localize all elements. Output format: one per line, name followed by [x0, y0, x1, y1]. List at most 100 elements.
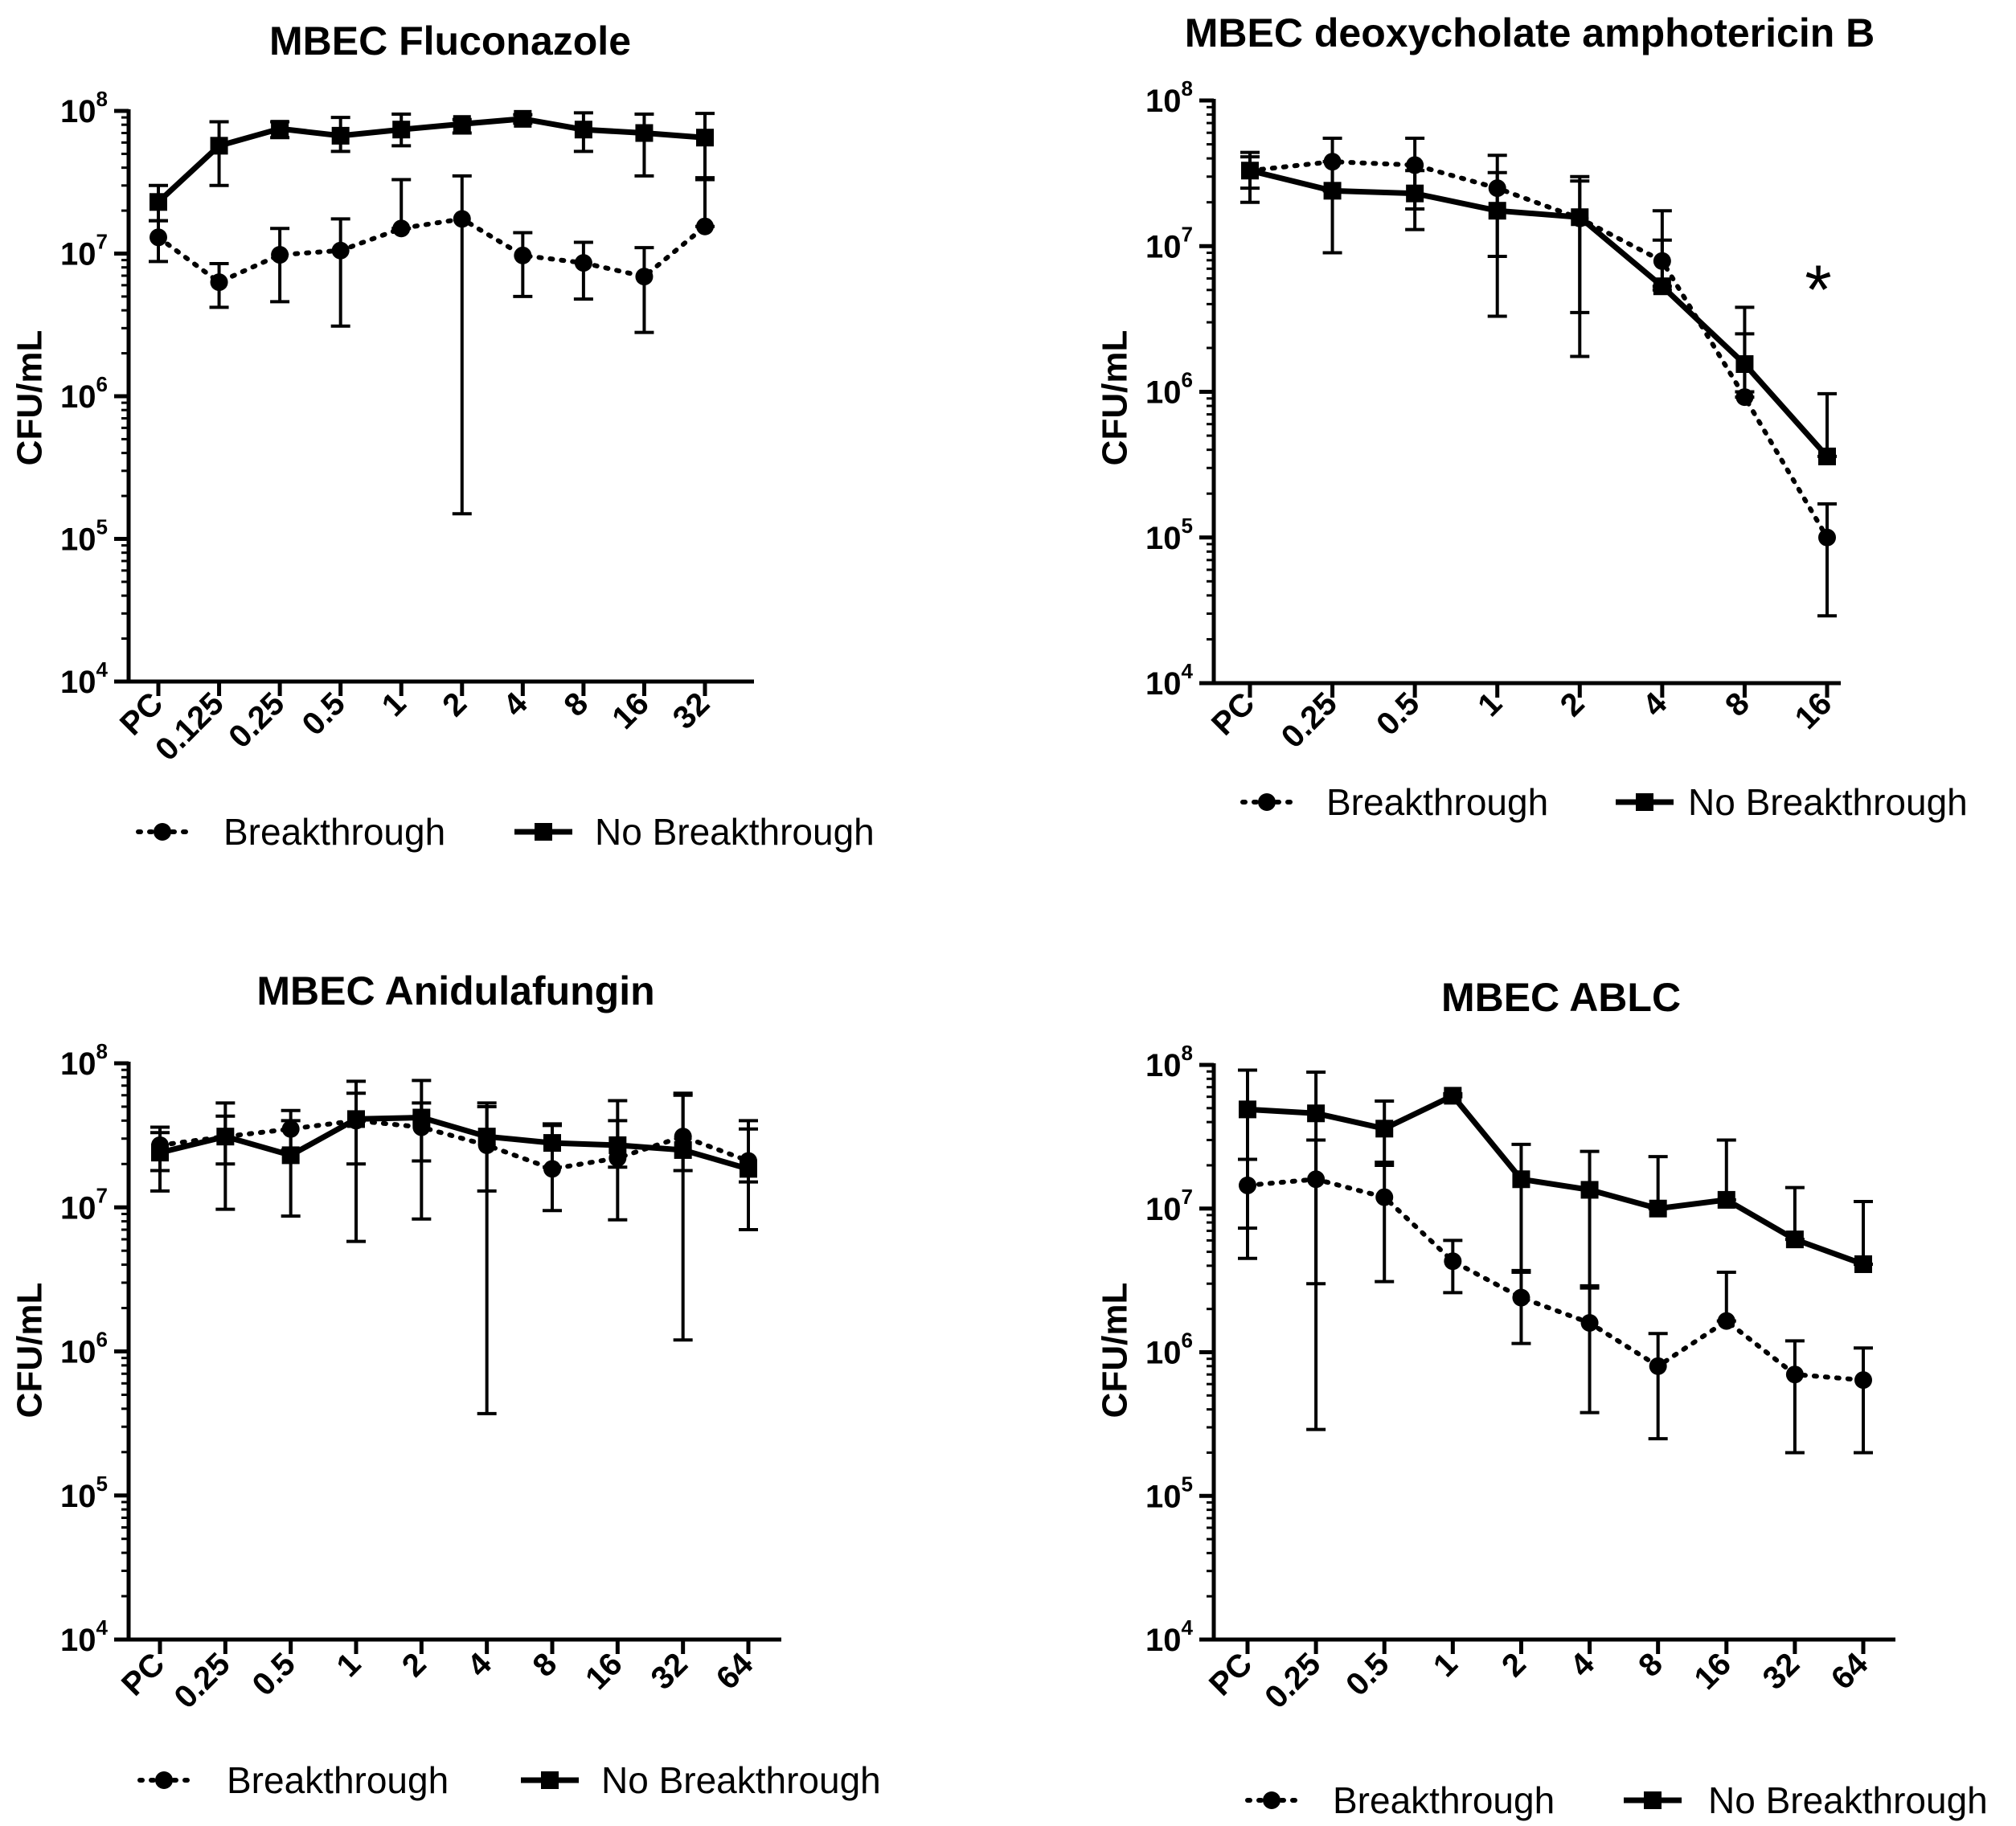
series-breakthrough: [150, 1091, 758, 1342]
y-axis-label: CFU/mL: [10, 330, 50, 466]
y-tick-exponent: 5: [96, 515, 108, 539]
y-axis-label: CFU/mL: [10, 1283, 50, 1419]
y-tick-label: 104: [60, 657, 109, 700]
y-tick-label: 105: [60, 515, 108, 558]
x-tick-label: 32: [1756, 1646, 1807, 1697]
y-tick-base: 10: [1145, 666, 1182, 702]
legend-marker-no-breakthrough: [541, 1771, 559, 1789]
legend-marker-breakthrough: [1263, 1791, 1280, 1809]
x-tick-label: 16: [579, 1646, 629, 1697]
data-point: [514, 246, 532, 264]
y-tick-exponent: 7: [96, 1183, 108, 1207]
y-tick-base: 10: [1145, 1048, 1182, 1083]
legend-marker-breakthrough: [1258, 793, 1276, 811]
legend-label-breakthrough: Breakthrough: [223, 811, 445, 853]
x-tick-label: 4: [1563, 1646, 1601, 1684]
data-point: [1818, 528, 1836, 547]
y-tick-exponent: 8: [1182, 76, 1193, 100]
x-tick-label: 0.5: [1339, 1646, 1395, 1702]
x-tick-label: 2: [1495, 1646, 1533, 1684]
data-point: [331, 241, 350, 260]
x-tick-label: 1: [1427, 1646, 1465, 1684]
x-tick-label: 4: [461, 1646, 498, 1684]
x-tick-label: 8: [1719, 686, 1756, 723]
data-point: [1854, 1371, 1872, 1390]
y-tick-base: 10: [1145, 229, 1182, 264]
y-tick-base: 10: [1145, 1623, 1182, 1658]
data-point: [453, 210, 471, 228]
y-tick-exponent: 5: [1182, 514, 1193, 538]
y-tick-label: 108: [60, 1039, 108, 1082]
data-point: [635, 268, 654, 286]
data-point: [210, 273, 228, 292]
series-line: [1248, 159, 1830, 540]
data-point: [1239, 1100, 1256, 1119]
legend: Breakthrough No Breakthrough: [137, 1759, 881, 1801]
data-point: [1785, 1230, 1804, 1249]
data-point: [574, 254, 592, 272]
data-point: [1375, 1188, 1394, 1206]
y-tick-base: 10: [60, 1623, 96, 1658]
legend-marker-no-breakthrough: [1636, 793, 1653, 811]
x-tick-label: 0.25: [1258, 1646, 1327, 1715]
legend-marker-no-breakthrough: [1644, 1791, 1662, 1809]
series-no-breakthrough: [150, 1079, 758, 1415]
legend: Breakthrough No Breakthrough: [1240, 781, 1968, 823]
y-tick-base: 10: [60, 94, 96, 129]
y-tick-exponent: 5: [1182, 1472, 1193, 1496]
x-tick-label: 32: [644, 1646, 695, 1697]
x-tick-label: PC: [1203, 1646, 1259, 1702]
series-line: [156, 216, 707, 285]
data-point: [514, 109, 532, 128]
y-tick-base: 10: [1145, 1192, 1182, 1227]
y-tick-base: 10: [1145, 84, 1182, 119]
chart-panel: MBEC AnidulafunginCFU/mL104105106107108P…: [10, 968, 881, 1801]
y-tick-base: 10: [60, 379, 96, 415]
y-tick-label: 106: [60, 1328, 108, 1370]
y-tick-exponent: 7: [96, 230, 108, 254]
y-tick-base: 10: [1145, 521, 1182, 556]
x-tick-label: 1: [1471, 686, 1509, 723]
chart-title: MBEC Fluconazole: [269, 18, 631, 63]
x-tick-label: 8: [1632, 1646, 1670, 1684]
y-tick-exponent: 6: [1182, 1329, 1193, 1353]
y-tick-exponent: 7: [1182, 222, 1193, 246]
legend-marker-no-breakthrough: [535, 823, 552, 841]
data-point: [392, 121, 411, 139]
y-tick-label: 104: [60, 1615, 109, 1658]
legend-label-no-breakthrough: No Breakthrough: [595, 811, 875, 853]
x-tick-label: 4: [1636, 686, 1674, 723]
y-tick-exponent: 6: [96, 1328, 108, 1352]
legend: Breakthrough No Breakthrough: [136, 811, 875, 853]
data-point: [1444, 1252, 1462, 1271]
y-tick-label: 106: [1145, 368, 1193, 411]
y-tick-exponent: 4: [96, 1615, 109, 1640]
y-tick-exponent: 8: [96, 1039, 108, 1063]
y-tick-base: 10: [1145, 375, 1182, 411]
data-point: [150, 193, 167, 211]
x-tick-label: 64: [710, 1646, 760, 1697]
x-tick-label: 2: [395, 1646, 433, 1684]
x-tick-label: 16: [1789, 686, 1839, 736]
series-no-breakthrough: [1240, 155, 1837, 465]
data-point: [150, 228, 167, 247]
y-tick-exponent: 8: [1182, 1041, 1193, 1065]
x-tick-label: 0.25: [222, 686, 291, 755]
data-point: [453, 115, 471, 133]
x-tick-label: 8: [557, 686, 595, 723]
data-point: [696, 129, 714, 147]
data-point: [1649, 1199, 1667, 1218]
y-tick-label: 105: [1145, 514, 1193, 556]
data-point: [1854, 1255, 1872, 1273]
y-tick-label: 104: [1145, 1615, 1194, 1658]
data-point: [1444, 1087, 1462, 1105]
data-point: [1406, 184, 1424, 203]
x-tick-label: 16: [605, 686, 656, 736]
data-point: [674, 1140, 692, 1159]
data-point: [740, 1160, 757, 1178]
data-point: [635, 124, 654, 142]
data-point: [543, 1160, 561, 1178]
x-tick-label: 0.5: [1370, 686, 1426, 742]
